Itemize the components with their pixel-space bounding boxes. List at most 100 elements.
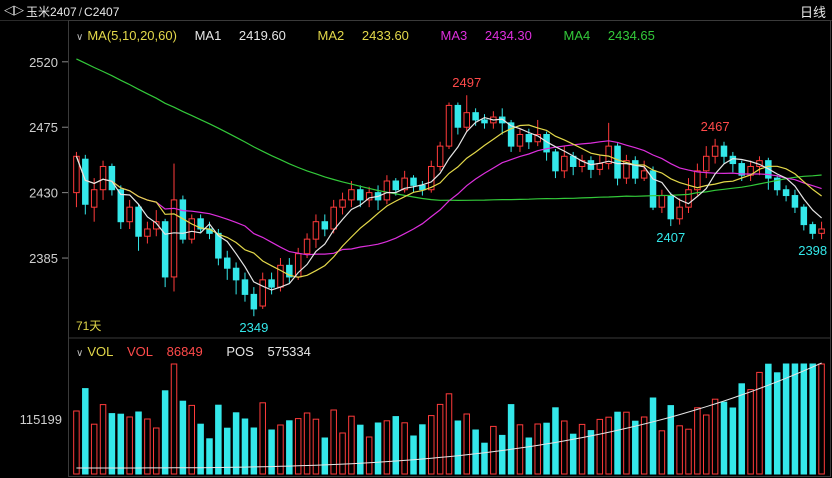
ma-params[interactable]: MA(5,10,20,60) (87, 28, 177, 43)
candle (596, 163, 604, 170)
candle (410, 177, 417, 186)
volume-bar (144, 418, 151, 475)
candle (640, 170, 648, 179)
candle (445, 104, 453, 147)
volume-bar (481, 442, 488, 475)
volume-bar (685, 428, 692, 475)
volume-bar (303, 412, 311, 475)
volume-bar (188, 404, 196, 475)
candle (507, 122, 515, 147)
volume-bar (516, 424, 524, 475)
candle (365, 192, 373, 201)
price-axis: 2520 2475 2430 2385 (29, 55, 68, 266)
candle (383, 180, 391, 201)
volume-bar (525, 437, 533, 475)
volume-bar (374, 422, 382, 475)
volume-bar (277, 424, 284, 475)
ma1-value: 2419.60 (238, 28, 286, 43)
volume-bar (445, 393, 453, 475)
volume-bar (578, 423, 586, 475)
volume-bar (561, 420, 568, 475)
volume-bar (694, 407, 701, 475)
volume-bar (809, 363, 816, 475)
volume-bar (419, 424, 426, 475)
candle (711, 145, 719, 157)
candle (818, 228, 825, 234)
volume-bar (232, 412, 240, 475)
volume-bar (605, 416, 612, 475)
vol-title[interactable]: VOL (87, 344, 114, 359)
candle (321, 221, 329, 230)
chevron-down-icon[interactable]: ∨ (76, 348, 84, 359)
annotations: 2497 2467 2349 2407 2398 (239, 75, 827, 335)
position-line (76, 362, 822, 469)
candle (720, 145, 728, 157)
candle (188, 218, 196, 240)
high-price-label: 2467 (701, 119, 730, 134)
candle (223, 257, 231, 269)
chart-frame (68, 20, 831, 477)
volume-bar (339, 432, 346, 475)
candle (108, 165, 116, 191)
candle (658, 195, 666, 208)
volume-bar (321, 437, 329, 475)
candle (561, 155, 568, 172)
volume-bar (800, 363, 808, 475)
candle (99, 165, 107, 191)
ma4-value: 2434.65 (607, 28, 655, 43)
candle (135, 206, 142, 237)
volume-bar (614, 411, 621, 475)
candle (401, 177, 408, 191)
volume-bar (756, 371, 763, 475)
volume-bar (99, 404, 107, 475)
volume-bar (818, 363, 825, 475)
back-icon[interactable]: ◁▷ (4, 2, 24, 17)
volume-bar (294, 418, 302, 475)
candle (392, 180, 400, 191)
volume-bar (365, 436, 373, 475)
candle (241, 279, 249, 295)
volume-bar (436, 403, 444, 475)
candle (436, 145, 444, 167)
low-price-label: 2407 (656, 230, 685, 245)
candle (215, 232, 222, 259)
volume-bar (268, 429, 275, 475)
volume-bar (161, 390, 169, 475)
candle (170, 199, 178, 278)
volume-bar (82, 388, 89, 475)
volume-bar (729, 407, 737, 475)
volume-bar (312, 418, 320, 475)
volume-bar (676, 425, 683, 475)
candle (738, 163, 745, 176)
candle (649, 170, 657, 208)
ma-lines (75, 58, 822, 291)
symbol-name: 玉米2407 (26, 5, 77, 19)
candle (339, 199, 346, 208)
candle (773, 177, 781, 191)
candle (782, 189, 790, 197)
candle (144, 228, 151, 237)
candle (90, 189, 98, 208)
candle (312, 221, 320, 240)
volume-bar (702, 414, 710, 475)
volume-bar (401, 422, 408, 475)
volume-bar (490, 425, 497, 475)
price-tick-label: 2385 (29, 251, 58, 266)
volume-bar (223, 427, 231, 475)
volume-bar (197, 423, 204, 475)
timeframe-selector[interactable]: 日线 (799, 5, 826, 20)
volume-bar (747, 389, 754, 475)
candle (685, 189, 692, 208)
contract-code: C2407 (84, 5, 120, 19)
volume-bar (543, 422, 550, 475)
ma1-label: MA1 (194, 28, 222, 43)
candle (632, 160, 639, 179)
candle (667, 195, 675, 220)
chevron-down-icon[interactable]: ∨ (76, 32, 84, 43)
volume-bar (330, 409, 337, 475)
volume-bar (410, 435, 417, 475)
volume-bar (206, 438, 213, 475)
volume-bar (498, 434, 506, 475)
volume-bar (153, 427, 160, 475)
